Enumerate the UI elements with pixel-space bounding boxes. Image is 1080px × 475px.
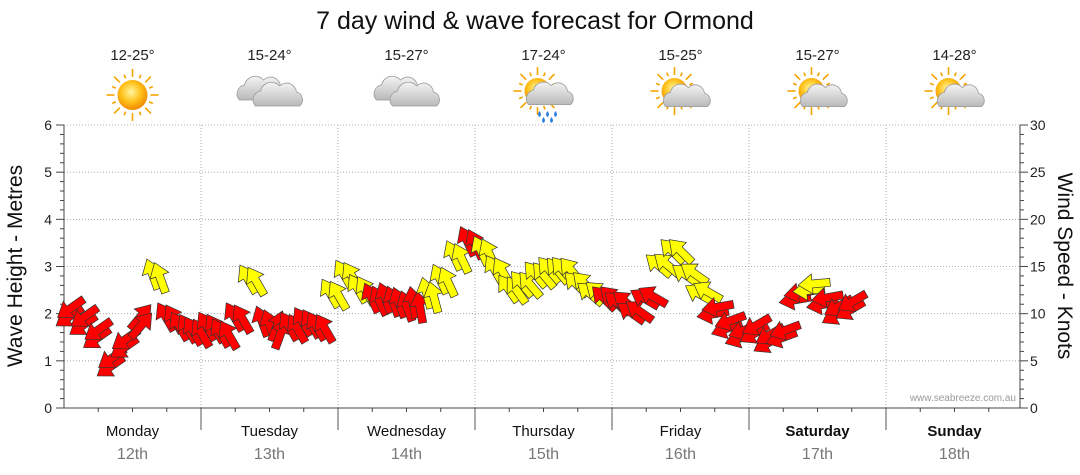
wind-arrow (765, 320, 802, 349)
temperature-label: 17-24° (521, 47, 565, 64)
wind-arrow (710, 311, 748, 340)
day-label: Tuesday (241, 423, 298, 440)
date-label: 12th (117, 446, 148, 463)
day-label: Saturday (785, 423, 850, 440)
right-tick-label: 20 (1030, 211, 1046, 227)
wind-arrow (237, 264, 269, 298)
day-label: Monday (106, 423, 160, 440)
day-label: Thursday (512, 423, 575, 440)
partly-cloudy-icon (650, 67, 711, 115)
right-tick-label: 25 (1030, 164, 1046, 180)
wind-arrow (126, 304, 153, 341)
wind-arrow (306, 311, 337, 345)
wind-arrow (835, 289, 869, 321)
wind-arrow (210, 318, 241, 352)
right-tick-label: 10 (1030, 306, 1046, 322)
date-label: 14th (391, 446, 422, 463)
right-tick-label: 30 (1030, 117, 1046, 133)
wind-arrow (696, 296, 735, 325)
date-label: 13th (254, 446, 285, 463)
wind-arrow (429, 263, 459, 299)
partly-cloudy-icon (924, 67, 985, 115)
cloudy-icon (373, 75, 440, 107)
wind-arrow (660, 239, 696, 266)
sun-cloud-rain-icon (513, 67, 574, 123)
right-tick-label: 5 (1030, 353, 1038, 369)
wind-arrow (739, 313, 773, 344)
chart-title: 7 day wind & wave forecast for Ormond (316, 7, 754, 35)
partly-cloudy-icon (787, 67, 848, 115)
left-tick-label: 2 (44, 306, 52, 322)
temperature-label: 12-25° (110, 47, 154, 64)
cloudy-icon (236, 75, 303, 107)
left-tick-label: 0 (44, 400, 52, 416)
temperature-label: 15-27° (795, 47, 839, 64)
temperature-label: 15-27° (384, 47, 428, 64)
wind-arrow (141, 258, 170, 295)
day-label: Friday (660, 423, 702, 440)
date-label: 18th (939, 446, 970, 463)
wind-arrow (69, 303, 101, 335)
wind-arrow (415, 276, 444, 315)
credit-text: www.seabreeze.com.au (909, 393, 1016, 404)
left-tick-label: 5 (44, 164, 52, 180)
wind-arrow (630, 286, 670, 311)
temperature-label: 14-28° (932, 47, 976, 64)
right-tick-label: 0 (1030, 400, 1038, 416)
wind-arrow (224, 302, 255, 336)
wind-arrow (83, 317, 114, 349)
temperature-label: 15-24° (247, 47, 291, 64)
wind-arrow (320, 278, 351, 312)
left-tick-label: 4 (44, 211, 52, 227)
wind-arrow (806, 287, 845, 316)
date-label: 15th (528, 446, 559, 463)
day-label: Sunday (927, 423, 982, 440)
right-axis-title: Wind Speed - Knots (1053, 173, 1076, 360)
date-label: 16th (665, 446, 696, 463)
right-tick-label: 15 (1030, 259, 1046, 275)
date-label: 17th (802, 446, 833, 463)
left-tick-label: 3 (44, 259, 52, 275)
sunny-icon (106, 69, 159, 121)
left-tick-label: 6 (44, 117, 52, 133)
left-axis-title: Wave Height - Metres (4, 165, 27, 367)
left-tick-label: 1 (44, 353, 52, 369)
day-label: Wednesday (367, 423, 446, 440)
wind-arrow (792, 273, 831, 302)
wind-arrow (617, 301, 656, 326)
temperature-label: 15-25° (658, 47, 702, 64)
